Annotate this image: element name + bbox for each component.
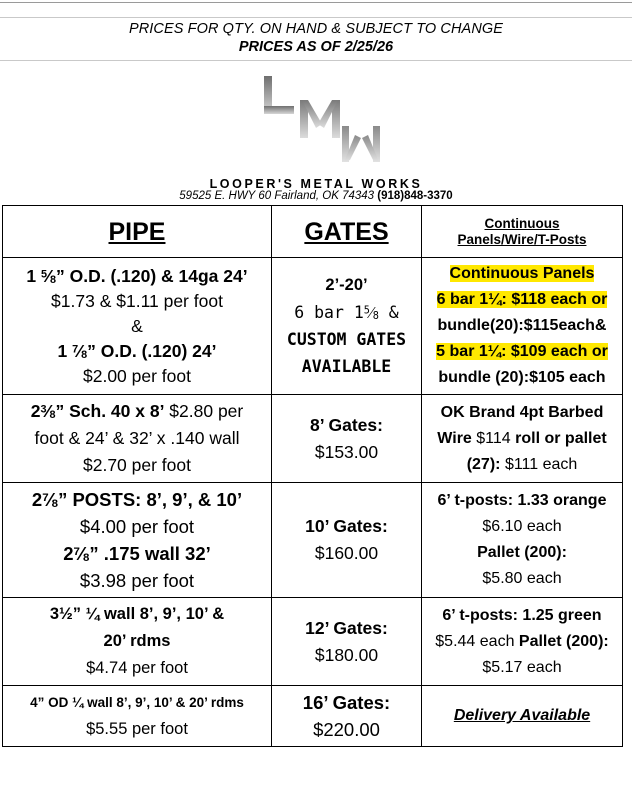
gates-3-line-2: $160.00: [314, 543, 379, 563]
pipe-5-line-2: $5.55 per foot: [86, 720, 188, 738]
pipe-4-line-1: 3½” ¼ wall 8’, 9’, 10’ &: [49, 605, 225, 623]
continuous-3-line-2: $6.10 each: [482, 518, 562, 535]
continuous-1-title: Continuous Panels: [449, 265, 595, 282]
pipe-2-line-1: 23⁄8” Sch. 40 x 8’ $2.80 per: [30, 401, 244, 422]
header-rule-lower: [0, 60, 632, 61]
continuous-3-line-1: 6’ t-posts: 1.33 orange: [437, 492, 607, 509]
table-row: 4” OD ¼ wall 8’, 9’, 10’ & 20’ rdms $5.5…: [2, 685, 623, 747]
continuous-2-line-1: OK Brand 4pt Barbed: [440, 403, 604, 421]
table-row: 27⁄8” POSTS: 8’, 9’, & 10’ $4.00 per foo…: [2, 482, 623, 598]
gates-1-line-4: AVAILABLE: [301, 357, 392, 376]
gates-1-line-2: 6 bar 15⁄8 &: [294, 303, 399, 323]
notice-line-1: PRICES FOR QTY. ON HAND & SUBJECT TO CHA…: [128, 21, 504, 37]
continuous-3-line-4: $5.80 each: [482, 570, 562, 587]
gates-2-line-1: 8’ Gates:: [310, 414, 383, 435]
gates-3-line-1: 10’ Gates:: [305, 516, 388, 536]
pipe-cell-5: 4” OD ¼ wall 8’, 9’, 10’ & 20’ rdms $5.5…: [2, 685, 272, 747]
header-rule-top: [0, 2, 632, 3]
continuous-cell-1: Continuous Panels 6 bar 1¼: $118 each or…: [421, 257, 623, 395]
lmw-logo-icon: [264, 76, 380, 162]
gates-5-line-1: 16’ Gates:: [302, 692, 391, 713]
delivery-available-label: Delivery Available: [453, 707, 591, 724]
pipe-3-line-1: 27⁄8” POSTS: 8’, 9’, & 10’: [31, 489, 243, 511]
pipe-cell-3: 27⁄8” POSTS: 8’, 9’, & 10’ $4.00 per foo…: [2, 482, 272, 598]
continuous-1-line-5: bundle (20):$105 each: [438, 369, 606, 386]
continuous-cell-5: Delivery Available: [421, 685, 623, 747]
continuous-cell-2: OK Brand 4pt Barbed Wire $114 roll or pa…: [421, 394, 623, 483]
pipe-1-line-1: 1 5⁄8” O.D. (.120) & 14ga 24’: [26, 265, 248, 286]
pipe-4-line-3: $4.74 per foot: [86, 659, 188, 677]
pipe-2-line-3: $2.70 per foot: [83, 455, 191, 475]
continuous-1-line-3: bundle(20):$115each&: [437, 317, 607, 334]
table-row: 3½” ¼ wall 8’, 9’, 10’ & 20’ rdms $4.74 …: [2, 597, 623, 686]
company-address: 59525 E. HWY 60 Fairland, OK 74343 (918)…: [0, 190, 632, 202]
pipe-cell-4: 3½” ¼ wall 8’, 9’, 10’ & 20’ rdms $4.74 …: [2, 597, 272, 686]
logo: [0, 72, 632, 182]
continuous-cell-4: 6’ t-posts: 1.25 green $5.44 each Pallet…: [421, 597, 623, 686]
gates-cell-3: 10’ Gates: $160.00: [271, 482, 422, 598]
gates-4-line-2: $180.00: [314, 644, 379, 665]
phone-number: (918)848-3370: [377, 190, 453, 202]
continuous-cell-3: 6’ t-posts: 1.33 orange $6.10 each Palle…: [421, 482, 623, 598]
continuous-4-line-3: $5.17 each: [482, 658, 562, 676]
pipe-cell-2: 23⁄8” Sch. 40 x 8’ $2.80 per foot & 24’ …: [2, 394, 272, 483]
pipe-5-line-1: 4” OD ¼ wall 8’, 9’, 10’ & 20’ rdms: [30, 695, 244, 710]
pipe-1-line-4: 1 7⁄8” O.D. (.120) 24’: [57, 340, 217, 361]
pipe-1-line-3: &: [131, 315, 143, 336]
price-table: PIPE GATES Continuous Panels/Wire/T-Post…: [2, 205, 623, 747]
pipe-3-line-3: 27⁄8” .175 wall 32’: [63, 543, 211, 565]
header-rule-upper: [0, 17, 632, 18]
pipe-1-line-5: $2.00 per foot: [83, 365, 191, 386]
notice-line-2: PRICES AS OF 2/25/26: [238, 39, 394, 55]
gates-cell-1: 2’-20’ 6 bar 15⁄8 & CUSTOM GATES AVAILAB…: [271, 257, 422, 395]
gates-cell-5: 16’ Gates: $220.00: [271, 685, 422, 747]
pipe-3-line-2: $4.00 per foot: [79, 516, 195, 537]
continuous-2-line-2: Wire $114 roll or pallet: [437, 429, 607, 447]
column-header-gates: GATES: [271, 205, 422, 258]
table-row: 23⁄8” Sch. 40 x 8’ $2.80 per foot & 24’ …: [2, 394, 623, 483]
continuous-4-line-1: 6’ t-posts: 1.25 green: [442, 606, 602, 624]
gates-cell-4: 12’ Gates: $180.00: [271, 597, 422, 686]
gates-1-line-3: CUSTOM GATES: [286, 330, 407, 349]
column-header-pipe: PIPE: [2, 205, 272, 258]
continuous-1-line-2: 6 bar 1¼: $118 each or: [436, 291, 608, 308]
continuous-2-line-3: (27): $111 each: [466, 455, 578, 473]
pipe-cell-1: 1 5⁄8” O.D. (.120) & 14ga 24’ $1.73 & $1…: [2, 257, 272, 395]
continuous-3-line-3: Pallet (200):: [477, 544, 567, 561]
gates-5-line-2: $220.00: [313, 719, 380, 740]
gates-4-line-1: 12’ Gates:: [305, 617, 388, 638]
table-header-row: PIPE GATES Continuous Panels/Wire/T-Post…: [2, 205, 623, 258]
gates-cell-2: 8’ Gates: $153.00: [271, 394, 422, 483]
pipe-2-line-2: foot & 24’ & 32’ x .140 wall: [34, 428, 240, 448]
company-name: LOOPER'S METAL WORKS: [209, 177, 423, 191]
gates-1-line-1: 2’-20’: [325, 276, 368, 294]
continuous-4-line-2: $5.44 each Pallet (200):: [435, 632, 609, 650]
continuous-1-line-4: 5 bar 1¼: $109 each or: [436, 343, 608, 360]
pipe-1-line-2: $1.73 & $1.11 per foot: [51, 290, 223, 311]
pipe-4-line-2: 20’ rdms: [103, 632, 171, 650]
gates-2-line-2: $153.00: [314, 441, 379, 462]
column-header-continuous: Continuous Panels/Wire/T-Posts: [421, 205, 623, 258]
column-header-continuous-line1: Continuous: [484, 215, 560, 231]
header-notice: PRICES FOR QTY. ON HAND & SUBJECT TO CHA…: [0, 20, 632, 57]
address-text: 59525 E. HWY 60 Fairland, OK 74343: [179, 190, 378, 202]
table-row: 1 5⁄8” O.D. (.120) & 14ga 24’ $1.73 & $1…: [2, 257, 623, 395]
pipe-3-line-4: $3.98 per foot: [79, 570, 195, 591]
column-header-continuous-line2: Panels/Wire/T-Posts: [457, 231, 587, 247]
